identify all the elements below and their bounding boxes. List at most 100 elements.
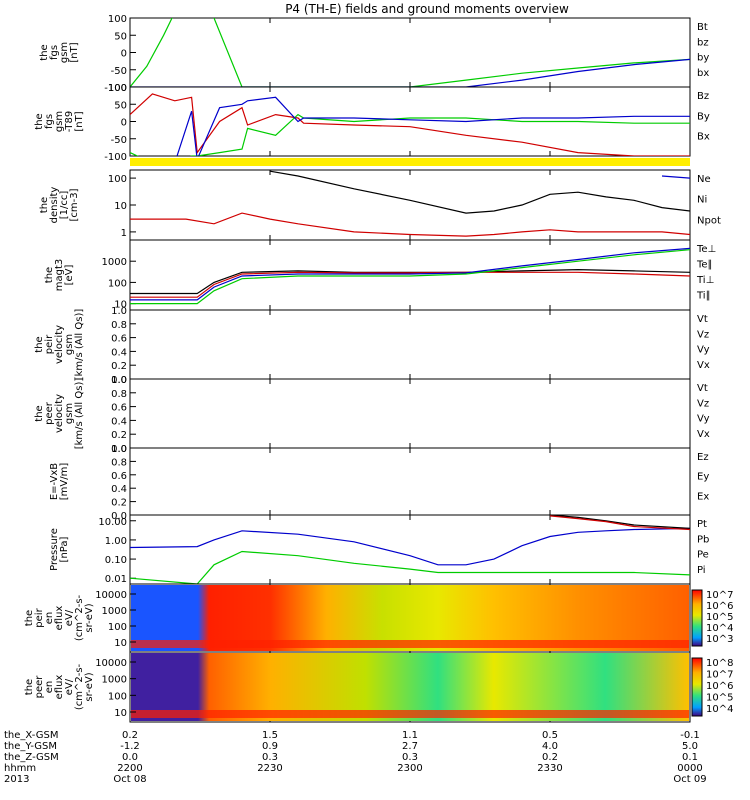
legend-Bz: Bz bbox=[697, 91, 709, 102]
y-tick-label: 0.6 bbox=[111, 334, 127, 345]
colorbar-label: 10^4 bbox=[706, 704, 733, 715]
y-tick-label: 10000 bbox=[95, 590, 127, 601]
colorbar-label: 10^4 bbox=[706, 623, 733, 634]
y-tick-label: 10 bbox=[114, 300, 127, 311]
y-axis-label: sr-eV) bbox=[84, 603, 95, 632]
y-axis-label: eV/ bbox=[64, 678, 75, 695]
time-axis-value: 2.7 bbox=[402, 741, 418, 752]
time-axis-value: 0.3 bbox=[402, 752, 418, 763]
y-tick-label: 1 bbox=[121, 228, 127, 239]
y-tick-label: 0.0 bbox=[111, 375, 127, 386]
y-axis-label: velocity bbox=[54, 394, 65, 433]
y-tick-label: 1000 bbox=[102, 675, 127, 686]
panel-pressure: Pressure [nPa] 10.00 1.00 0.10 0.01 Pt Pb Pe Pi bbox=[49, 514, 709, 585]
y-tick-label: 0.6 bbox=[111, 471, 127, 482]
legend-Pb: Pb bbox=[697, 534, 709, 545]
y-axis-label: the bbox=[24, 610, 35, 626]
y-tick-label: 50 bbox=[114, 100, 127, 111]
y-axis-label: the bbox=[24, 679, 35, 695]
y-axis-label: eV/ bbox=[64, 609, 75, 626]
time-axis-value: -0.1 bbox=[680, 730, 700, 741]
legend-Ez: Ez bbox=[697, 452, 709, 463]
y-axis-label: magt3 bbox=[54, 259, 65, 292]
panel-frame bbox=[129, 447, 691, 516]
y-tick-label: 0 bbox=[121, 118, 127, 129]
y-tick-label: 10 bbox=[114, 201, 127, 212]
y-tick-label: 0.4 bbox=[111, 347, 127, 358]
legend-by: by bbox=[697, 53, 709, 64]
time-axis-value: 2300 bbox=[397, 763, 422, 774]
y-tick-label: -50 bbox=[111, 66, 127, 77]
y-tick-label: 100 bbox=[108, 278, 127, 289]
y-axis-label: -T89 bbox=[64, 111, 75, 133]
colorbar-label: 10^6 bbox=[706, 681, 733, 692]
legend-Ti⊥: Ti⊥ bbox=[696, 275, 714, 286]
y-axis-label: [km/s (All Qs)] bbox=[74, 309, 85, 381]
series-line-bx bbox=[130, 58, 690, 87]
legend-bx: bx bbox=[697, 68, 709, 79]
legend-Ni: Ni bbox=[697, 195, 707, 206]
time-axis-value: 1.5 bbox=[262, 730, 278, 741]
y-axis-label: (cm^2-s- bbox=[74, 663, 85, 710]
series-line-Te∥ bbox=[130, 268, 690, 295]
colorbar bbox=[691, 657, 703, 717]
legend-Te∥: Te∥ bbox=[696, 260, 713, 271]
y-axis-label: [nT] bbox=[74, 111, 85, 131]
y-axis-label: [nT] bbox=[69, 42, 80, 62]
series-line-Pb bbox=[549, 515, 690, 531]
legend-Pe: Pe bbox=[697, 550, 709, 561]
legend-Npot: Npot bbox=[697, 215, 721, 226]
series-group bbox=[130, 247, 690, 305]
panel-frame bbox=[129, 169, 691, 241]
y-tick-label: 100 bbox=[108, 14, 127, 25]
time-axis-value: 0000 bbox=[677, 763, 702, 774]
legend-Vz: Vz bbox=[697, 329, 709, 340]
y-tick-label: 100 bbox=[108, 83, 127, 94]
time-axis-value: 2230 bbox=[257, 763, 282, 774]
y-axis-label: sr-eV) bbox=[84, 672, 95, 701]
y-axis-label: [nPa] bbox=[59, 536, 70, 562]
y-axis-label: [eV] bbox=[64, 265, 75, 286]
y-tick-label: 1000 bbox=[102, 606, 127, 617]
panel-peervel: the peer velocity gsm [km/s (All Qs)] 1.0 0.8 0… bbox=[34, 375, 710, 455]
time-axis-value: 2330 bbox=[537, 763, 562, 774]
y-tick-label: 0.4 bbox=[111, 484, 127, 495]
series-line-Bz bbox=[130, 93, 690, 156]
colorbar-label: 10^8 bbox=[706, 658, 733, 669]
y-axis-label: eflux bbox=[54, 606, 65, 631]
time-axis-row-label: the_Y-GSM bbox=[4, 741, 57, 752]
panel-frame bbox=[129, 17, 691, 88]
y-tick-label: 100 bbox=[108, 622, 127, 633]
legend-Ex: Ex bbox=[697, 491, 709, 502]
time-axis-labels: the_X-GSMthe_Y-GSMthe_Z-GSMhhmm20130.2-1… bbox=[4, 730, 707, 785]
y-axis-label: [mV/m] bbox=[59, 463, 70, 501]
time-axis-value: 4.0 bbox=[542, 741, 558, 752]
panel-density: the density [1/cc] [cm-3] 100 10 1 Ne Ni Npot bbox=[39, 169, 721, 241]
legend-Vt: Vt bbox=[697, 314, 708, 325]
legend-Vx: Vx bbox=[697, 360, 710, 371]
legend-Ey: Ey bbox=[697, 472, 709, 483]
y-tick-label: 0.8 bbox=[111, 457, 127, 468]
y-axis-label: the bbox=[34, 336, 45, 352]
legend-By: By bbox=[697, 111, 710, 122]
series-group bbox=[130, 515, 690, 584]
y-tick-label: 0.6 bbox=[111, 403, 127, 414]
panel-frame bbox=[129, 378, 691, 449]
series-line-Bx bbox=[130, 96, 690, 156]
y-axis-label: gsm bbox=[54, 111, 65, 132]
y-tick-label: 1000 bbox=[102, 257, 127, 268]
y-axis-label: gsm bbox=[59, 42, 70, 63]
series-line-Pi bbox=[130, 527, 690, 566]
y-tick-label: -50 bbox=[111, 135, 127, 146]
y-axis-label: peer bbox=[44, 401, 55, 425]
y-tick-label: 0.4 bbox=[111, 416, 127, 427]
time-axis-value: 5.0 bbox=[682, 741, 698, 752]
series-line-By bbox=[130, 113, 690, 156]
time-axis-value: -1.2 bbox=[120, 741, 140, 752]
y-axis-label: [km/s (All Qs)] bbox=[74, 378, 85, 450]
y-tick-label: 1.0 bbox=[111, 375, 127, 386]
legend-Te⊥: Te⊥ bbox=[696, 244, 716, 255]
time-axis-value: 0.2 bbox=[122, 730, 138, 741]
y-axis-label: velocity bbox=[54, 325, 65, 364]
y-tick-label: 0.01 bbox=[105, 574, 127, 585]
